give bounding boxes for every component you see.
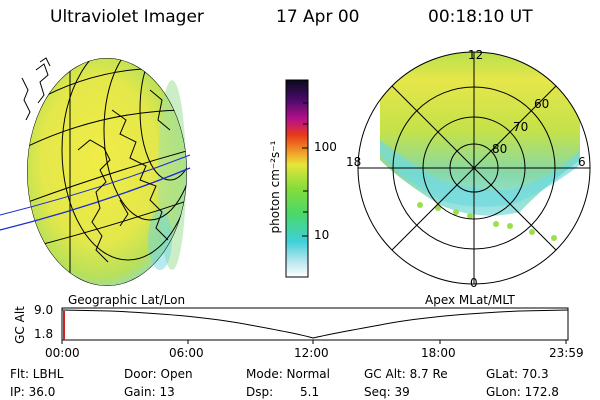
info-ip: IP: 36.0	[10, 385, 56, 399]
info-dsp-value: 5.1	[300, 385, 320, 399]
date-label: 17 Apr 00	[276, 7, 360, 27]
time-label: 00:18:10 UT	[428, 7, 533, 27]
timeline-axis-label: GC Alt	[13, 306, 27, 344]
geographic-panel-label: Geographic Lat/Lon	[68, 293, 186, 307]
timeline-tick-3: 18:00	[421, 346, 456, 360]
info-dsp-label: Dsp:	[246, 385, 274, 399]
colorbar-tick-10: 10	[314, 228, 330, 242]
polar-label-0: 0	[470, 276, 478, 290]
polar-lat-70: 70	[513, 120, 529, 134]
info-glon: GLon: 172.8	[486, 385, 559, 399]
info-door: Door: Open	[124, 367, 193, 381]
polar-lat-80: 80	[492, 142, 508, 156]
colorbar-tick-100: 100	[314, 140, 337, 154]
timeline-tick-1: 06:00	[169, 346, 204, 360]
timeline-tick-2: 12:00	[294, 346, 329, 360]
polar-label-12: 12	[468, 48, 484, 62]
timeline-y-bottom: 1.8	[34, 327, 54, 341]
timeline-tick-0: 00:00	[45, 346, 80, 360]
app-title: Ultraviolet Imager	[50, 7, 204, 27]
timeline-tick-4: 23:59	[549, 346, 584, 360]
info-mode: Mode: Normal	[246, 367, 330, 381]
info-gcalt: GC Alt: 8.7 Re	[364, 367, 448, 381]
apex-panel-label: Apex MLat/MLT	[425, 293, 515, 307]
polar-label-6: 6	[578, 155, 586, 169]
info-gain: Gain: 13	[124, 385, 175, 399]
polar-label-18: 18	[346, 155, 362, 169]
polar-lat-60: 60	[534, 97, 550, 111]
info-glat: GLat: 70.3	[486, 367, 549, 381]
info-flt: Flt: LBHL	[10, 367, 64, 381]
info-seq: Seq: 39	[364, 385, 410, 399]
timeline-y-top: 9.0	[34, 303, 54, 317]
